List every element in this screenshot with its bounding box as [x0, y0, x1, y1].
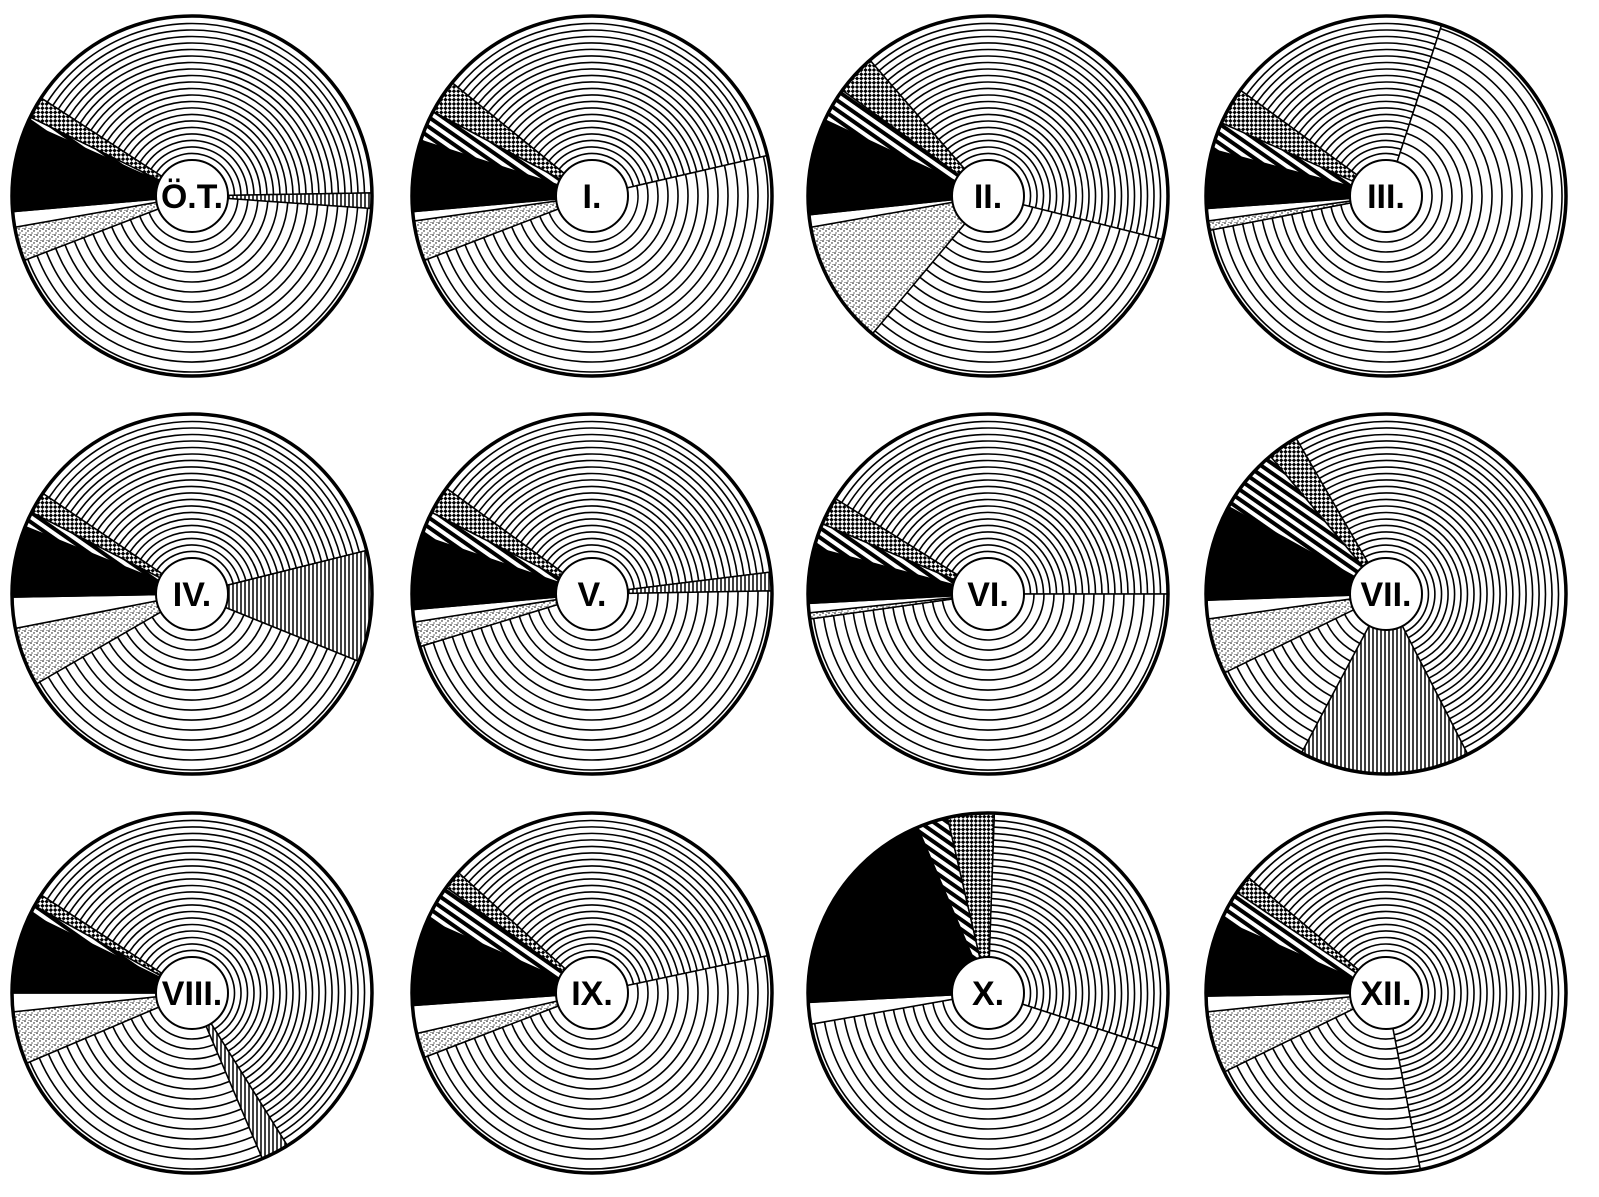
pie-chart: Ö.T.: [12, 16, 372, 376]
pie-label: I.: [583, 178, 602, 216]
pie-chart: II.: [808, 16, 1168, 376]
pie-label: V.: [577, 576, 606, 614]
pie-label: XII.: [1360, 975, 1411, 1013]
pie-label: VI.: [967, 576, 1009, 614]
pie-label: IX.: [571, 975, 613, 1013]
pie-label: III.: [1367, 178, 1405, 216]
pie-chart: X.: [808, 813, 1168, 1173]
pie-chart: VIII.: [12, 813, 372, 1173]
pie-chart: I.: [412, 16, 772, 376]
pie-label: VIII.: [162, 975, 222, 1013]
pie-label: VII.: [1360, 576, 1411, 614]
pie-label: X.: [972, 975, 1004, 1013]
pie-label: Ö.T.: [161, 178, 223, 216]
pie-chart: XII.: [1206, 813, 1566, 1173]
pie-chart: VI.: [808, 414, 1168, 774]
pie-chart: III.: [1206, 16, 1566, 376]
pie-chart: IX.: [412, 813, 772, 1173]
pie-chart: VII.: [1206, 414, 1566, 774]
pie-chart: IV.: [12, 414, 372, 774]
pie-label: IV.: [173, 576, 211, 614]
pie-label: II.: [974, 178, 1002, 216]
pie-chart: V.: [412, 414, 772, 774]
